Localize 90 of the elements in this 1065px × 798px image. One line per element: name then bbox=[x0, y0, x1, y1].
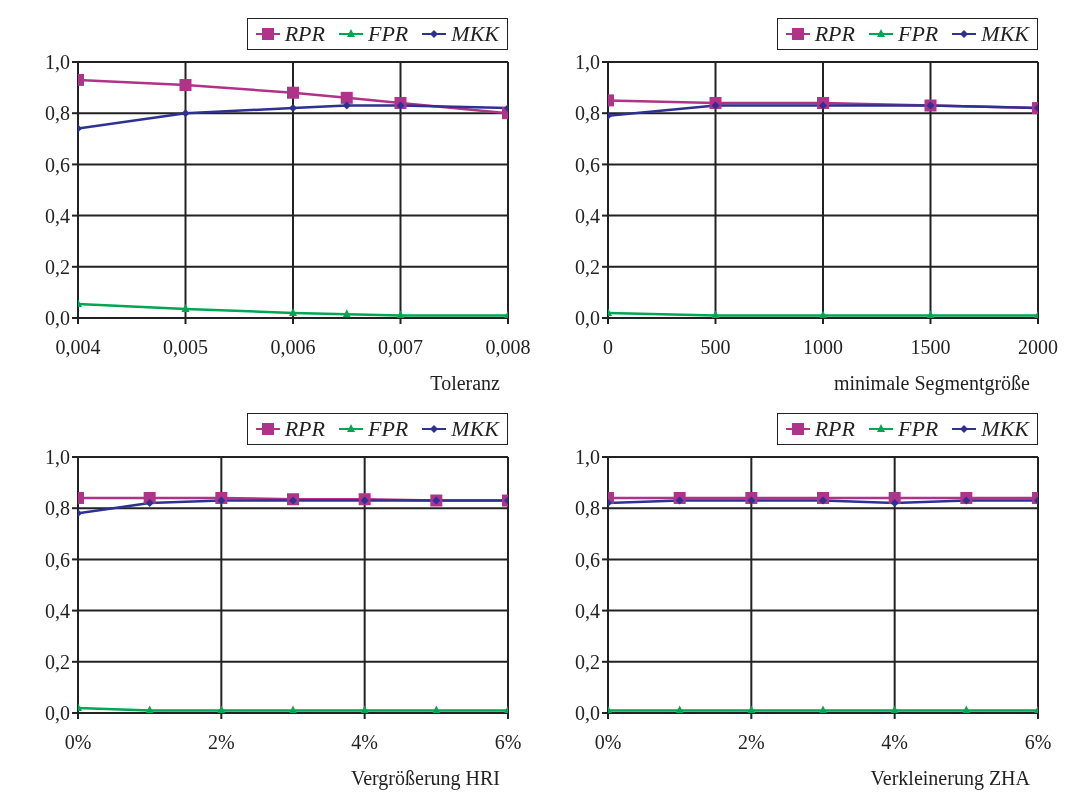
x-tick-label: 0,004 bbox=[55, 336, 101, 359]
y-tick-label: 0,2 bbox=[575, 650, 600, 673]
x-axis-title: Vergrößerung HRI bbox=[350, 767, 500, 790]
y-tick-label: 0,6 bbox=[575, 548, 600, 571]
y-tick-label: 0,4 bbox=[45, 204, 70, 227]
y-tick-label: 0,0 bbox=[45, 702, 70, 725]
y-tick-label: 1,0 bbox=[45, 51, 70, 74]
y-tick-label: 0,4 bbox=[575, 599, 600, 622]
x-tick-label: 0,005 bbox=[163, 336, 208, 359]
point bbox=[217, 496, 226, 505]
y-tick-label: 0,0 bbox=[45, 307, 70, 330]
point bbox=[711, 101, 720, 110]
point bbox=[289, 307, 297, 316]
legend-label: MKK bbox=[981, 416, 1029, 442]
point bbox=[432, 705, 441, 713]
point bbox=[962, 705, 971, 713]
point bbox=[819, 705, 827, 713]
x-axis-title: minimale Segmentgröße bbox=[833, 372, 1031, 395]
y-tick-label: 0,0 bbox=[575, 307, 600, 330]
y-tick-label: 1,0 bbox=[575, 446, 600, 469]
x-tick-label: 2% bbox=[208, 731, 235, 754]
point bbox=[819, 496, 827, 505]
y-tick-label: 0,8 bbox=[45, 102, 70, 125]
x-axis-title: Verkleinerung ZHA bbox=[870, 767, 1031, 790]
y-tick-label: 0,6 bbox=[45, 153, 70, 176]
point bbox=[396, 310, 405, 318]
legend-label: FPR bbox=[897, 416, 939, 442]
point bbox=[396, 101, 405, 110]
x-tick-label: 6% bbox=[1024, 731, 1052, 754]
y-tick-label: 0,4 bbox=[45, 599, 70, 622]
x-axis-title: Toleranz bbox=[430, 372, 501, 394]
y-tick-label: 0,6 bbox=[45, 548, 70, 571]
x-tick-label: 6% bbox=[494, 731, 522, 754]
point bbox=[819, 101, 827, 110]
point bbox=[890, 705, 899, 713]
y-tick-label: 0,2 bbox=[575, 255, 600, 278]
legend-label: MKK bbox=[981, 21, 1029, 47]
point bbox=[890, 499, 899, 508]
legend-label: RPR bbox=[814, 21, 855, 47]
x-tick-label: 0,006 bbox=[270, 336, 316, 359]
y-tick-label: 0,4 bbox=[575, 204, 600, 227]
y-tick-label: 0,0 bbox=[575, 702, 600, 725]
point bbox=[962, 496, 971, 505]
legend-label: FPR bbox=[367, 21, 409, 47]
legend-label: FPR bbox=[897, 21, 939, 47]
x-tick-label: 0,008 bbox=[485, 336, 531, 359]
legend-label: RPR bbox=[284, 21, 325, 47]
point bbox=[342, 101, 351, 110]
point bbox=[819, 310, 827, 318]
y-tick-label: 0,2 bbox=[45, 650, 70, 673]
point bbox=[711, 310, 720, 318]
point bbox=[675, 705, 684, 713]
point bbox=[145, 499, 154, 508]
point bbox=[217, 705, 226, 713]
point bbox=[360, 705, 369, 713]
legend-label: RPR bbox=[284, 416, 325, 442]
point bbox=[289, 104, 297, 113]
x-tick-label: 1500 bbox=[910, 336, 951, 359]
x-tick-label: 2% bbox=[738, 731, 765, 754]
y-tick-label: 0,8 bbox=[45, 497, 70, 520]
y-tick-label: 0,2 bbox=[45, 255, 70, 278]
point bbox=[287, 86, 299, 99]
legend-label: RPR bbox=[814, 416, 855, 442]
point bbox=[675, 496, 684, 505]
x-tick-label: 1000 bbox=[803, 336, 843, 359]
y-tick-label: 1,0 bbox=[45, 446, 70, 469]
point bbox=[181, 304, 190, 313]
legend-label: FPR bbox=[367, 416, 409, 442]
legend-label: MKK bbox=[451, 21, 499, 47]
y-tick-label: 0,6 bbox=[575, 153, 600, 176]
point bbox=[289, 705, 297, 713]
point bbox=[747, 496, 756, 505]
point bbox=[747, 705, 756, 713]
x-tick-label: 0,007 bbox=[378, 336, 423, 359]
x-tick-label: 2000 bbox=[1018, 336, 1058, 359]
x-tick-label: 4% bbox=[351, 731, 378, 754]
x-tick-label: 0% bbox=[64, 731, 92, 754]
y-tick-label: 1,0 bbox=[575, 51, 600, 74]
point bbox=[926, 310, 935, 318]
point bbox=[181, 109, 190, 118]
point bbox=[145, 705, 154, 713]
legend-label: MKK bbox=[451, 416, 499, 442]
x-tick-label: 500 bbox=[700, 336, 731, 359]
y-tick-label: 0,8 bbox=[575, 102, 600, 125]
x-tick-label: 0 bbox=[603, 336, 613, 359]
point bbox=[179, 79, 192, 92]
y-tick-label: 0,8 bbox=[575, 497, 600, 520]
x-tick-label: 0% bbox=[594, 731, 622, 754]
point bbox=[340, 91, 353, 104]
x-tick-label: 4% bbox=[881, 731, 908, 754]
